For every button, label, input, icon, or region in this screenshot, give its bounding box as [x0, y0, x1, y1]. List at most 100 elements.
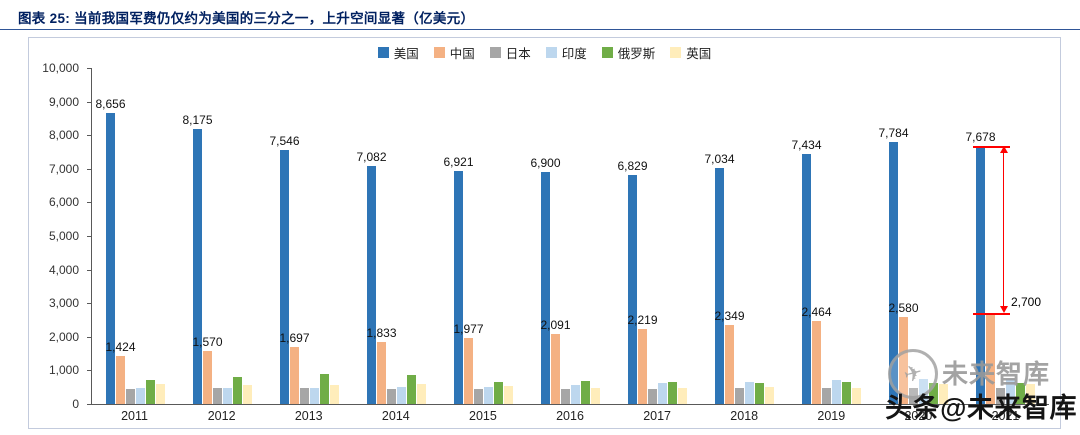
- y-tick-label: 1,000: [48, 363, 79, 378]
- chart-title: 图表 25: 当前我国军费仍仅约为美国的三分之一，上升空间显著（亿美元）: [18, 11, 475, 26]
- data-label-us-2018: 7,034: [704, 151, 735, 166]
- bar-uk-2011: [156, 383, 165, 404]
- bar-uk-2019: [852, 387, 861, 404]
- data-label-china-2018: 2,349: [714, 309, 745, 324]
- y-tick-label: 2,000: [48, 329, 79, 344]
- bar-uk-2016: [591, 387, 600, 404]
- data-label-china-2015: 1,977: [453, 321, 484, 336]
- bar-russia-2014: [407, 375, 416, 404]
- data-label-us-2021: 7,678: [965, 130, 996, 145]
- y-tick-label: 7,000: [48, 161, 79, 176]
- bar-china-2021: [986, 313, 995, 404]
- x-tick-label-2015: 2015: [469, 409, 497, 423]
- bar-group-2016: 6,900 2,091: [527, 68, 614, 404]
- bar-japan-2014: [387, 388, 396, 404]
- bar-uk-2015: [504, 385, 513, 404]
- y-tick-mark: [87, 404, 91, 405]
- data-label-china-2013: 1,697: [279, 330, 310, 345]
- legend-label-us: 美国: [393, 47, 419, 61]
- bar-uk-2020: [939, 384, 948, 404]
- x-tick-label-2017: 2017: [643, 409, 672, 423]
- bar-japan-2017: [648, 388, 657, 404]
- bar-us-2015: 6,921: [443, 155, 474, 404]
- data-label-china-2020: 2,580: [888, 301, 919, 316]
- x-tick-label-2018: 2018: [730, 409, 759, 423]
- bar-japan-2016: [561, 388, 570, 404]
- bar-group-2015: 6,921 1,977: [440, 68, 527, 404]
- bar-india-2021: [1006, 379, 1015, 404]
- bar-japan-2020: [909, 387, 918, 404]
- y-tick-mark: [87, 370, 91, 372]
- bar-india-2012: [223, 388, 232, 404]
- bar-uk-2018: [765, 387, 774, 404]
- legend-item-us: 美国: [377, 43, 419, 62]
- data-label-china-2011: 1,424: [105, 340, 136, 355]
- bar-india-2015: [484, 386, 493, 404]
- y-tick-mark: [87, 236, 91, 237]
- y-tick-mark: [87, 202, 91, 204]
- bar-india-2016: [571, 385, 580, 404]
- y-tick-label: 4,000: [48, 262, 79, 277]
- bar-russia-2016: [581, 380, 590, 404]
- bar-china-2014: 1,833: [366, 326, 397, 404]
- bar-russia-2015: [494, 381, 503, 404]
- annotation-line: [973, 146, 1010, 149]
- data-label-us-2012: 8,175: [182, 113, 213, 128]
- bar-group-2012: 8,175 1,570: [179, 68, 266, 404]
- bar-japan-2012: [213, 388, 222, 404]
- bar-japan-2018: [735, 388, 744, 404]
- annotation-line: [973, 313, 1010, 316]
- x-tick-label-2013: 2013: [294, 409, 323, 423]
- y-tick-mark: [87, 269, 91, 271]
- legend-label-india: 印度: [561, 47, 587, 61]
- data-label-china-2012: 1,570: [192, 335, 223, 350]
- bar-uk-2012: [243, 384, 252, 404]
- bar-china-2020: 2,580: [888, 301, 919, 404]
- legend-label-japan: 日本: [505, 47, 531, 61]
- legend-item-japan: 日本: [489, 43, 531, 62]
- y-tick-mark: [87, 135, 91, 137]
- bar-russia-2017: [668, 381, 677, 404]
- bar-russia-2021: [1016, 382, 1025, 404]
- y-tick-mark: [87, 101, 91, 103]
- x-tick-label-2016: 2016: [556, 409, 584, 423]
- bar-us-2016: 6,900: [530, 156, 561, 404]
- data-label-china-2017: 2,219: [627, 313, 658, 328]
- bar-us-2014: 7,082: [356, 150, 387, 404]
- x-tick-label-2014: 2014: [381, 409, 410, 423]
- bar-india-2013: [310, 388, 319, 404]
- bar-group-2017: 6,829 2,219: [614, 68, 701, 404]
- x-tick-label-2021: 2021: [991, 409, 1020, 423]
- bar-group-2020: 7,784 2,580: [875, 68, 962, 404]
- legend: 美国 中国 日本 印度 俄罗斯 英国: [29, 43, 1060, 62]
- data-label-china-2014: 1,833: [366, 326, 397, 341]
- y-tick-label: 3,000: [48, 296, 79, 311]
- bar-us-2021: 7,678: [965, 130, 996, 404]
- legend-label-china: 中国: [449, 47, 475, 61]
- legend-item-uk: 英国: [670, 43, 711, 62]
- bar-russia-2019: [842, 382, 851, 404]
- annotation-arrow-line: [1003, 152, 1004, 308]
- data-label-china-2019: 2,464: [801, 305, 832, 320]
- legend-swatch-japan: [489, 47, 501, 58]
- annotation-value-label: 2,700: [1011, 295, 1042, 310]
- data-label-us-2014: 7,082: [356, 150, 387, 165]
- bar-us-2011: 8,656: [95, 97, 126, 404]
- data-label-us-2019: 7,434: [791, 138, 822, 153]
- bar-india-2014: [397, 387, 406, 404]
- bar-us-2013: 7,546: [269, 134, 300, 404]
- chart-container: 美国 中国 日本 印度 俄罗斯 英国 10,000 9,000 8,000 7,000 6,000…: [28, 37, 1061, 429]
- data-label-us-2011: 8,656: [95, 97, 126, 112]
- y-tick-label: 10,000: [42, 61, 79, 75]
- y-axis: 10,000 9,000 8,000 7,000 6,000 5,000 4,000 3,00…: [29, 61, 91, 411]
- bar-uk-2017: [678, 388, 687, 404]
- bar-group-2014: 7,082 1,833: [353, 68, 440, 404]
- bar-india-2019: [832, 380, 841, 404]
- bar-uk-2014: [417, 384, 426, 404]
- legend-label-russia: 俄罗斯: [617, 47, 656, 61]
- y-tick-label: 8,000: [48, 128, 79, 143]
- bar-us-2018: 7,034: [704, 152, 735, 404]
- annotation-arrowhead-up: [1000, 146, 1008, 154]
- bar-japan-2019: [822, 387, 831, 404]
- legend-label-uk: 英国: [686, 47, 712, 61]
